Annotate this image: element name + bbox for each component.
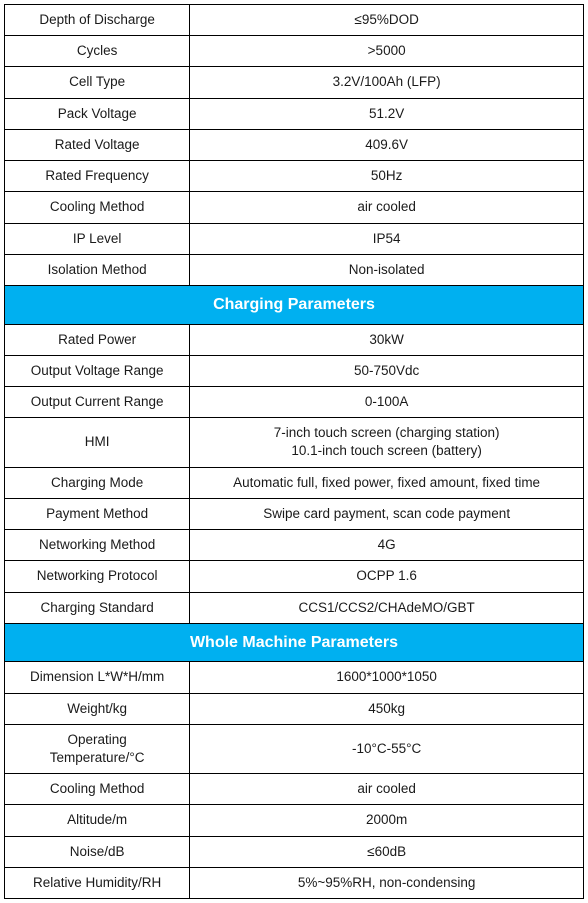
row-label: Payment Method — [5, 498, 190, 529]
row-value: 30kW — [190, 324, 584, 355]
table-row: Output Voltage Range50-750Vdc — [5, 355, 584, 386]
row-label: Relative Humidity/RH — [5, 867, 190, 898]
section-header-row: Whole Machine Parameters — [5, 623, 584, 662]
table-row: Cell Type3.2V/100Ah (LFP) — [5, 67, 584, 98]
row-value: 0-100A — [190, 387, 584, 418]
row-label: Cooling Method — [5, 774, 190, 805]
row-label: Altitude/m — [5, 805, 190, 836]
row-value: 409.6V — [190, 129, 584, 160]
table-row: OperatingTemperature/°C-10°C-55°C — [5, 724, 584, 773]
table-row: Altitude/m2000m — [5, 805, 584, 836]
row-value: 2000m — [190, 805, 584, 836]
row-value: IP54 — [190, 223, 584, 254]
row-label: Cell Type — [5, 67, 190, 98]
row-label: IP Level — [5, 223, 190, 254]
row-label: Rated Frequency — [5, 161, 190, 192]
table-row: Output Current Range0-100A — [5, 387, 584, 418]
row-value: air cooled — [190, 774, 584, 805]
row-label: Weight/kg — [5, 693, 190, 724]
table-row: Cycles>5000 — [5, 36, 584, 67]
row-value: 1600*1000*1050 — [190, 662, 584, 693]
table-row: Networking ProtocolOCPP 1.6 — [5, 561, 584, 592]
table-row: Charging ModeAutomatic full, fixed power… — [5, 467, 584, 498]
table-row: Noise/dB≤60dB — [5, 836, 584, 867]
row-label: Depth of Discharge — [5, 5, 190, 36]
table-row: Depth of Discharge≤95%DOD — [5, 5, 584, 36]
table-row: Cooling Methodair cooled — [5, 192, 584, 223]
row-label: HMI — [5, 418, 190, 467]
table-row: Payment MethodSwipe card payment, scan c… — [5, 498, 584, 529]
row-label: Pack Voltage — [5, 98, 190, 129]
table-row: Pack Voltage51.2V — [5, 98, 584, 129]
table-row: Rated Power30kW — [5, 324, 584, 355]
section-header-row: Charging Parameters — [5, 285, 584, 324]
row-label: Cooling Method — [5, 192, 190, 223]
table-row: Cooling Methodair cooled — [5, 774, 584, 805]
row-value: air cooled — [190, 192, 584, 223]
row-value: CCS1/CCS2/CHAdeMO/GBT — [190, 592, 584, 623]
row-value: >5000 — [190, 36, 584, 67]
table-row: Relative Humidity/RH5%~95%RH, non-conden… — [5, 867, 584, 898]
row-value: ≤60dB — [190, 836, 584, 867]
row-label: Dimension L*W*H/mm — [5, 662, 190, 693]
row-label: Networking Protocol — [5, 561, 190, 592]
row-value: 51.2V — [190, 98, 584, 129]
row-label: Output Current Range — [5, 387, 190, 418]
table-row: Charging StandardCCS1/CCS2/CHAdeMO/GBT — [5, 592, 584, 623]
row-value: 50-750Vdc — [190, 355, 584, 386]
row-label: Charging Mode — [5, 467, 190, 498]
row-label: Rated Power — [5, 324, 190, 355]
row-label: Noise/dB — [5, 836, 190, 867]
row-value: 50Hz — [190, 161, 584, 192]
row-label: Networking Method — [5, 530, 190, 561]
row-value: Swipe card payment, scan code payment — [190, 498, 584, 529]
section-header: Charging Parameters — [5, 285, 584, 324]
table-row: HMI7-inch touch screen (charging station… — [5, 418, 584, 467]
row-label: Isolation Method — [5, 254, 190, 285]
row-label: Cycles — [5, 36, 190, 67]
table-row: Rated Voltage409.6V — [5, 129, 584, 160]
table-row: Dimension L*W*H/mm1600*1000*1050 — [5, 662, 584, 693]
section-header: Whole Machine Parameters — [5, 623, 584, 662]
table-row: Rated Frequency50Hz — [5, 161, 584, 192]
row-value: OCPP 1.6 — [190, 561, 584, 592]
row-value: -10°C-55°C — [190, 724, 584, 773]
row-value: 450kg — [190, 693, 584, 724]
table-row: Isolation MethodNon-isolated — [5, 254, 584, 285]
table-row: Weight/kg450kg — [5, 693, 584, 724]
row-value: 3.2V/100Ah (LFP) — [190, 67, 584, 98]
spec-table-body: Depth of Discharge≤95%DODCycles>5000Cell… — [5, 5, 584, 899]
row-label: Charging Standard — [5, 592, 190, 623]
row-label: OperatingTemperature/°C — [5, 724, 190, 773]
table-row: IP LevelIP54 — [5, 223, 584, 254]
row-value: Automatic full, fixed power, fixed amoun… — [190, 467, 584, 498]
row-label: Output Voltage Range — [5, 355, 190, 386]
row-value: 4G — [190, 530, 584, 561]
row-value: ≤95%DOD — [190, 5, 584, 36]
spec-table: Depth of Discharge≤95%DODCycles>5000Cell… — [4, 4, 584, 899]
row-label: Rated Voltage — [5, 129, 190, 160]
row-value: 7-inch touch screen (charging station)10… — [190, 418, 584, 467]
row-value: Non-isolated — [190, 254, 584, 285]
table-row: Networking Method4G — [5, 530, 584, 561]
row-value: 5%~95%RH, non-condensing — [190, 867, 584, 898]
